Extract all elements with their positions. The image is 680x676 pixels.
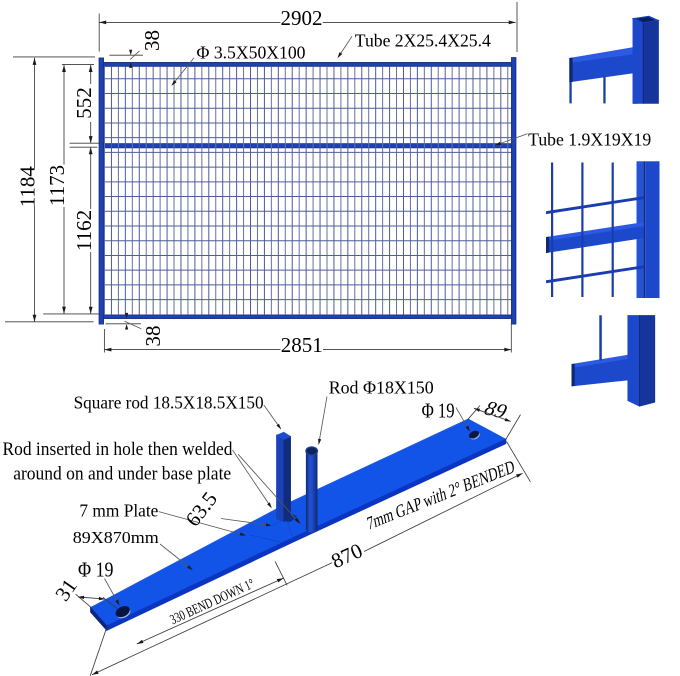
svg-text:89X870mm: 89X870mm bbox=[73, 528, 159, 547]
svg-text:1173: 1173 bbox=[45, 165, 69, 206]
svg-text:around on and under base plate: around on and under base plate bbox=[13, 464, 231, 485]
svg-text:2902: 2902 bbox=[281, 6, 323, 30]
svg-text:Rod inserted in hole then weld: Rod inserted in hole then welded bbox=[3, 439, 233, 460]
svg-text:Square rod 18.5X18.5X150: Square rod 18.5X18.5X150 bbox=[74, 392, 264, 412]
svg-text:38: 38 bbox=[141, 326, 165, 347]
svg-text:1184: 1184 bbox=[16, 166, 40, 208]
svg-text:Rod Φ18X150: Rod Φ18X150 bbox=[329, 378, 434, 398]
svg-text:1162: 1162 bbox=[72, 210, 96, 251]
svg-text:2851: 2851 bbox=[281, 333, 323, 357]
svg-text:Tube 2X25.4X25.4: Tube 2X25.4X25.4 bbox=[355, 30, 491, 50]
svg-text:38: 38 bbox=[140, 30, 164, 51]
svg-text:Φ 19: Φ 19 bbox=[78, 558, 114, 582]
svg-text:7 mm Plate: 7 mm Plate bbox=[79, 501, 158, 521]
svg-text:Φ 19: Φ 19 bbox=[422, 398, 455, 422]
svg-text:552: 552 bbox=[72, 87, 96, 119]
svg-text:Tube 1.9X19X19: Tube 1.9X19X19 bbox=[528, 130, 651, 150]
svg-text:Φ 3.5X50X100: Φ 3.5X50X100 bbox=[197, 42, 306, 62]
